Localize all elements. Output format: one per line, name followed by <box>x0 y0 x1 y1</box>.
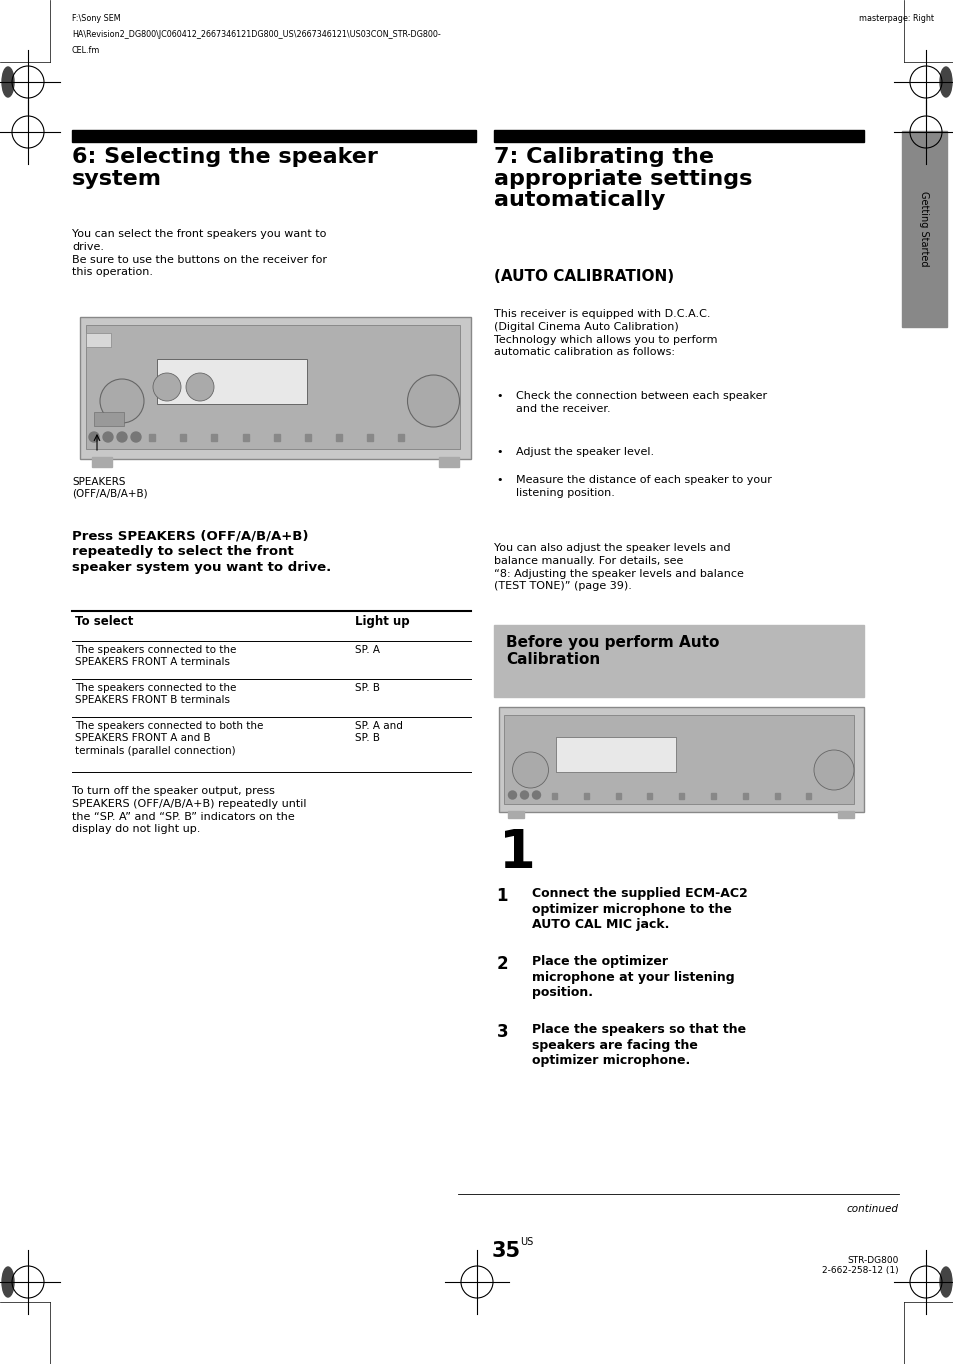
Bar <box>679 792 683 799</box>
Ellipse shape <box>939 67 951 97</box>
Bar <box>504 715 853 803</box>
Bar <box>710 792 716 799</box>
Bar <box>274 434 279 441</box>
Text: Place the optimizer
microphone at your listening
position.: Place the optimizer microphone at your l… <box>532 955 735 998</box>
Bar <box>180 434 186 441</box>
Circle shape <box>131 432 141 442</box>
Circle shape <box>407 375 459 427</box>
Text: To select: To select <box>75 615 133 627</box>
Text: The speakers connected to the
SPEAKERS FRONT B terminals: The speakers connected to the SPEAKERS F… <box>75 683 236 705</box>
Text: SPEAKERS
(OFF/A/B/A+B): SPEAKERS (OFF/A/B/A+B) <box>71 477 148 499</box>
Bar <box>508 812 524 818</box>
Bar <box>94 412 124 426</box>
Text: STR-DG800
2-662-258-12 (1): STR-DG800 2-662-258-12 (1) <box>821 1256 898 1275</box>
Bar <box>80 316 471 460</box>
Circle shape <box>89 432 99 442</box>
Circle shape <box>813 750 853 790</box>
Text: To turn off the speaker output, press
SPEAKERS (OFF/A/B/A+B) repeatedly until
th: To turn off the speaker output, press SP… <box>71 786 306 835</box>
Bar <box>86 325 460 449</box>
Text: Place the speakers so that the
speakers are facing the
optimizer microphone.: Place the speakers so that the speakers … <box>532 1023 746 1067</box>
Text: 35: 35 <box>491 1241 520 1260</box>
Bar <box>774 792 779 799</box>
Text: continued: continued <box>846 1204 898 1214</box>
Text: F:\Sony SEM: F:\Sony SEM <box>71 14 120 23</box>
Text: CEL.fm: CEL.fm <box>71 46 100 55</box>
Text: (AUTO CALIBRATION): (AUTO CALIBRATION) <box>494 269 674 284</box>
Text: HA\Revision2_DG800\JC060412_2667346121DG800_US\2667346121\US03CON_STR-DG800-: HA\Revision2_DG800\JC060412_2667346121DG… <box>71 30 440 40</box>
Bar <box>494 131 863 142</box>
Text: •: • <box>496 475 502 486</box>
Text: SP. A: SP. A <box>355 645 379 655</box>
Bar <box>499 707 863 812</box>
Text: 1: 1 <box>499 827 536 878</box>
Bar <box>552 792 557 799</box>
Text: SP. A and
SP. B: SP. A and SP. B <box>355 722 402 742</box>
Bar <box>647 792 652 799</box>
Bar <box>335 434 342 441</box>
Text: 1: 1 <box>496 887 507 904</box>
Ellipse shape <box>2 67 14 97</box>
Bar <box>805 792 811 799</box>
Text: SP. B: SP. B <box>355 683 379 693</box>
Circle shape <box>100 379 144 423</box>
Bar <box>837 812 853 818</box>
Text: You can also adjust the speaker levels and
balance manually. For details, see
“8: You can also adjust the speaker levels a… <box>494 543 743 592</box>
Text: US: US <box>519 1237 533 1247</box>
Text: Check the connection between each speaker
and the receiver.: Check the connection between each speake… <box>516 391 767 413</box>
Bar <box>494 625 863 697</box>
Text: Before you perform Auto
Calibration: Before you perform Auto Calibration <box>506 636 720 667</box>
Text: Getting Started: Getting Started <box>918 191 928 266</box>
Bar <box>86 333 111 346</box>
Circle shape <box>152 372 181 401</box>
Bar <box>149 434 154 441</box>
Bar <box>742 792 747 799</box>
Bar <box>556 737 676 772</box>
Circle shape <box>186 372 213 401</box>
Text: 6: Selecting the speaker
system: 6: Selecting the speaker system <box>71 147 377 188</box>
Bar <box>305 434 311 441</box>
Bar <box>583 792 588 799</box>
Bar <box>367 434 373 441</box>
Circle shape <box>103 432 112 442</box>
Circle shape <box>117 432 127 442</box>
Ellipse shape <box>939 1267 951 1297</box>
Text: You can select the front speakers you want to
drive.
Be sure to use the buttons : You can select the front speakers you wa… <box>71 229 327 277</box>
Circle shape <box>512 752 548 788</box>
Circle shape <box>520 791 528 799</box>
Text: Adjust the speaker level.: Adjust the speaker level. <box>516 447 654 457</box>
Text: The speakers connected to both the
SPEAKERS FRONT A and B
terminals (parallel co: The speakers connected to both the SPEAK… <box>75 722 263 756</box>
Text: This receiver is equipped with D.C.A.C.
(Digital Cinema Auto Calibration)
Techno: This receiver is equipped with D.C.A.C. … <box>494 310 718 357</box>
Text: Measure the distance of each speaker to your
listening position.: Measure the distance of each speaker to … <box>516 475 772 498</box>
Bar <box>398 434 404 441</box>
Text: 2: 2 <box>496 955 508 973</box>
Ellipse shape <box>2 1267 14 1297</box>
Text: Press SPEAKERS (OFF/A/B/A+B)
repeatedly to select the front
speaker system you w: Press SPEAKERS (OFF/A/B/A+B) repeatedly … <box>71 529 331 574</box>
Text: •: • <box>496 447 502 457</box>
Text: 7: Calibrating the
appropriate settings
automatically: 7: Calibrating the appropriate settings … <box>494 147 752 210</box>
Text: •: • <box>496 391 502 401</box>
Text: Light up: Light up <box>355 615 409 627</box>
Bar <box>71 131 476 142</box>
Text: 3: 3 <box>496 1023 508 1041</box>
Text: Connect the supplied ECM-AC2
optimizer microphone to the
AUTO CAL MIC jack.: Connect the supplied ECM-AC2 optimizer m… <box>532 887 747 932</box>
Bar <box>157 359 307 404</box>
Bar <box>91 457 112 466</box>
Bar <box>615 792 620 799</box>
Bar <box>439 457 459 466</box>
Bar <box>242 434 249 441</box>
Text: masterpage: Right: masterpage: Right <box>858 14 933 23</box>
Circle shape <box>508 791 516 799</box>
Circle shape <box>532 791 540 799</box>
Bar <box>901 131 946 327</box>
Text: The speakers connected to the
SPEAKERS FRONT A terminals: The speakers connected to the SPEAKERS F… <box>75 645 236 667</box>
Bar <box>212 434 217 441</box>
